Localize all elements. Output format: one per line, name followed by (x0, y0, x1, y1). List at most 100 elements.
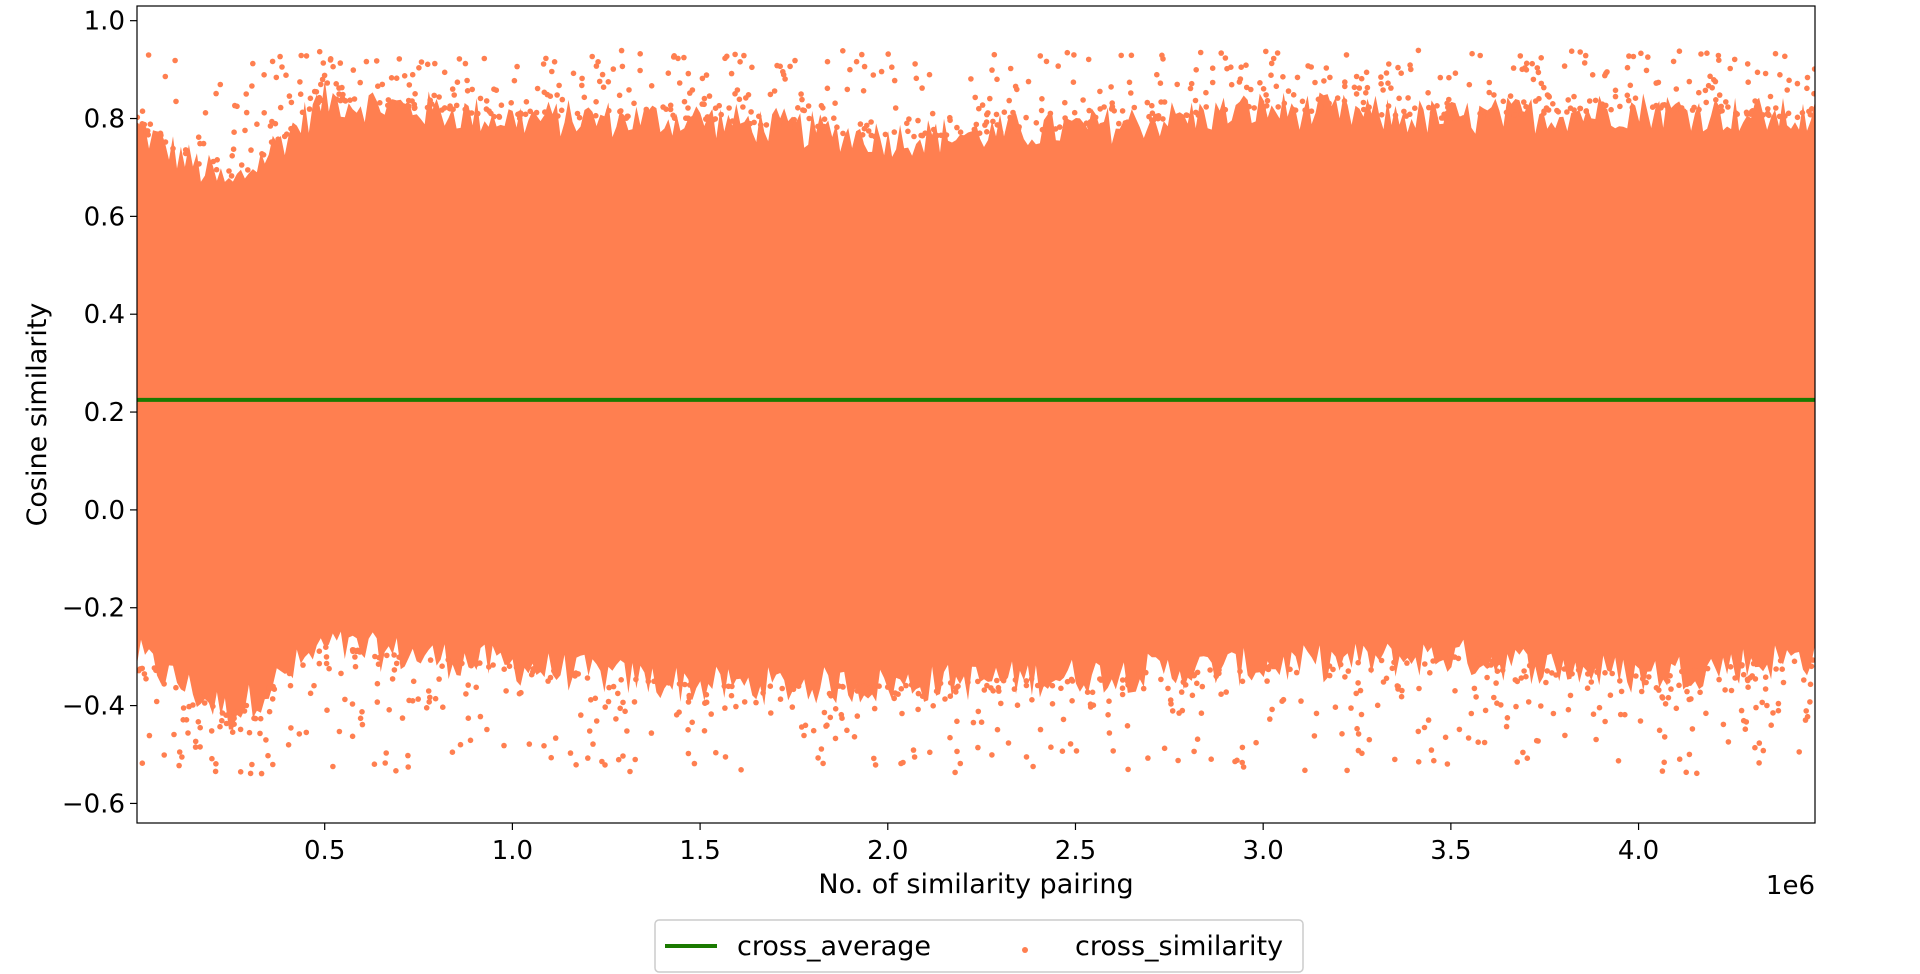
scatter-point (186, 703, 192, 710)
scatter-point (439, 663, 445, 669)
scatter-point (555, 113, 561, 119)
scatter-point (1762, 70, 1769, 77)
scatter-point (740, 104, 746, 110)
scatter-point (1239, 678, 1246, 685)
scatter-point (1342, 83, 1348, 90)
scatter-point (1280, 74, 1286, 80)
scatter-point (1653, 685, 1660, 691)
scatter-point (1392, 756, 1398, 763)
scatter-point (1713, 97, 1719, 103)
scatter-point (971, 126, 978, 133)
scatter-point (1503, 723, 1510, 730)
scatter-point (1811, 90, 1815, 97)
scatter-point (210, 703, 216, 710)
scatter-point (1005, 128, 1011, 134)
scatter-point (400, 652, 407, 659)
scatter-point (217, 723, 223, 730)
scatter-point (1782, 53, 1788, 60)
scatter-point (327, 56, 334, 62)
scatter-point (1341, 98, 1348, 104)
x-tick-label: 1.0 (492, 836, 533, 866)
scatter-point (1794, 80, 1801, 87)
scatter-point (871, 133, 878, 140)
scatter-point (1698, 51, 1704, 57)
scatter-point (139, 121, 145, 127)
scatter-point (399, 715, 406, 721)
scatter-point (726, 105, 732, 111)
scatter-point (1264, 97, 1271, 104)
scatter-point (1366, 736, 1373, 743)
scatter-point (882, 131, 889, 138)
scatter-point (1782, 113, 1788, 119)
scatter-point (318, 81, 324, 88)
scatter-point (1187, 85, 1194, 92)
scatter-point (1267, 716, 1273, 722)
scatter-point (552, 735, 559, 741)
scatter-point (1429, 110, 1436, 116)
scatter-point (248, 147, 254, 153)
scatter-point (1398, 693, 1405, 700)
scatter-point (229, 729, 236, 735)
scatter-point (1047, 110, 1054, 117)
scatter-point (249, 83, 255, 89)
scatter-point (146, 732, 153, 739)
scatter-point (1550, 710, 1557, 717)
scatter-point (782, 76, 788, 82)
scatter-point (1596, 704, 1603, 711)
scatter-point (984, 129, 990, 135)
legend: cross_average cross_similarity (654, 919, 1304, 973)
scatter-point (1086, 107, 1092, 114)
scatter-point (910, 747, 917, 753)
scatter-point (1618, 688, 1625, 695)
scatter-point (975, 744, 981, 751)
scatter-point (209, 755, 215, 762)
scatter-point (1353, 91, 1360, 97)
scatter-point (228, 173, 235, 179)
scatter-point (1743, 109, 1750, 116)
scatter-point (249, 761, 255, 768)
scatter-point (484, 726, 490, 733)
scatter-point (768, 710, 774, 716)
scatter-point (989, 752, 995, 758)
scatter-point (1160, 116, 1166, 122)
scatter-point (854, 713, 861, 719)
scatter-point (176, 762, 182, 769)
scatter-point (632, 756, 638, 763)
scatter-point (1415, 47, 1422, 54)
scatter-point (288, 99, 295, 106)
scatter-point (359, 709, 365, 715)
scatter-point (1786, 77, 1792, 84)
scatter-point (1484, 674, 1490, 681)
scatter-point (871, 705, 878, 712)
scatter-point (1005, 740, 1012, 746)
scatter-point (1145, 755, 1151, 761)
scatter-point (791, 116, 797, 123)
scatter-point (626, 87, 632, 93)
scatter-point (685, 727, 691, 733)
scatter-point (436, 94, 442, 100)
scatter-point (151, 665, 158, 671)
scatter-point (410, 678, 417, 685)
scatter-point (1149, 102, 1155, 109)
scatter-point (1622, 711, 1628, 718)
scatter-point (1149, 110, 1156, 116)
scatter-point (1612, 93, 1619, 100)
scatter-point (1427, 670, 1433, 676)
scatter-point (820, 760, 826, 767)
scatter-point (824, 722, 830, 728)
scatter-point (1565, 706, 1572, 713)
scatter-point (1543, 679, 1549, 686)
scatter-point (1415, 759, 1422, 765)
scatter-point (676, 681, 683, 687)
scatter-point (1643, 67, 1650, 74)
scatter-point (1754, 69, 1761, 76)
scatter-point (975, 708, 982, 715)
scatter-point (859, 132, 866, 138)
scatter-point (1780, 679, 1787, 686)
scatter-point (483, 98, 490, 104)
scatter-point (952, 769, 958, 776)
scatter-point (605, 79, 612, 85)
scatter-point (1326, 672, 1333, 679)
scatter-point (1499, 667, 1506, 673)
scatter-point (1586, 98, 1593, 104)
